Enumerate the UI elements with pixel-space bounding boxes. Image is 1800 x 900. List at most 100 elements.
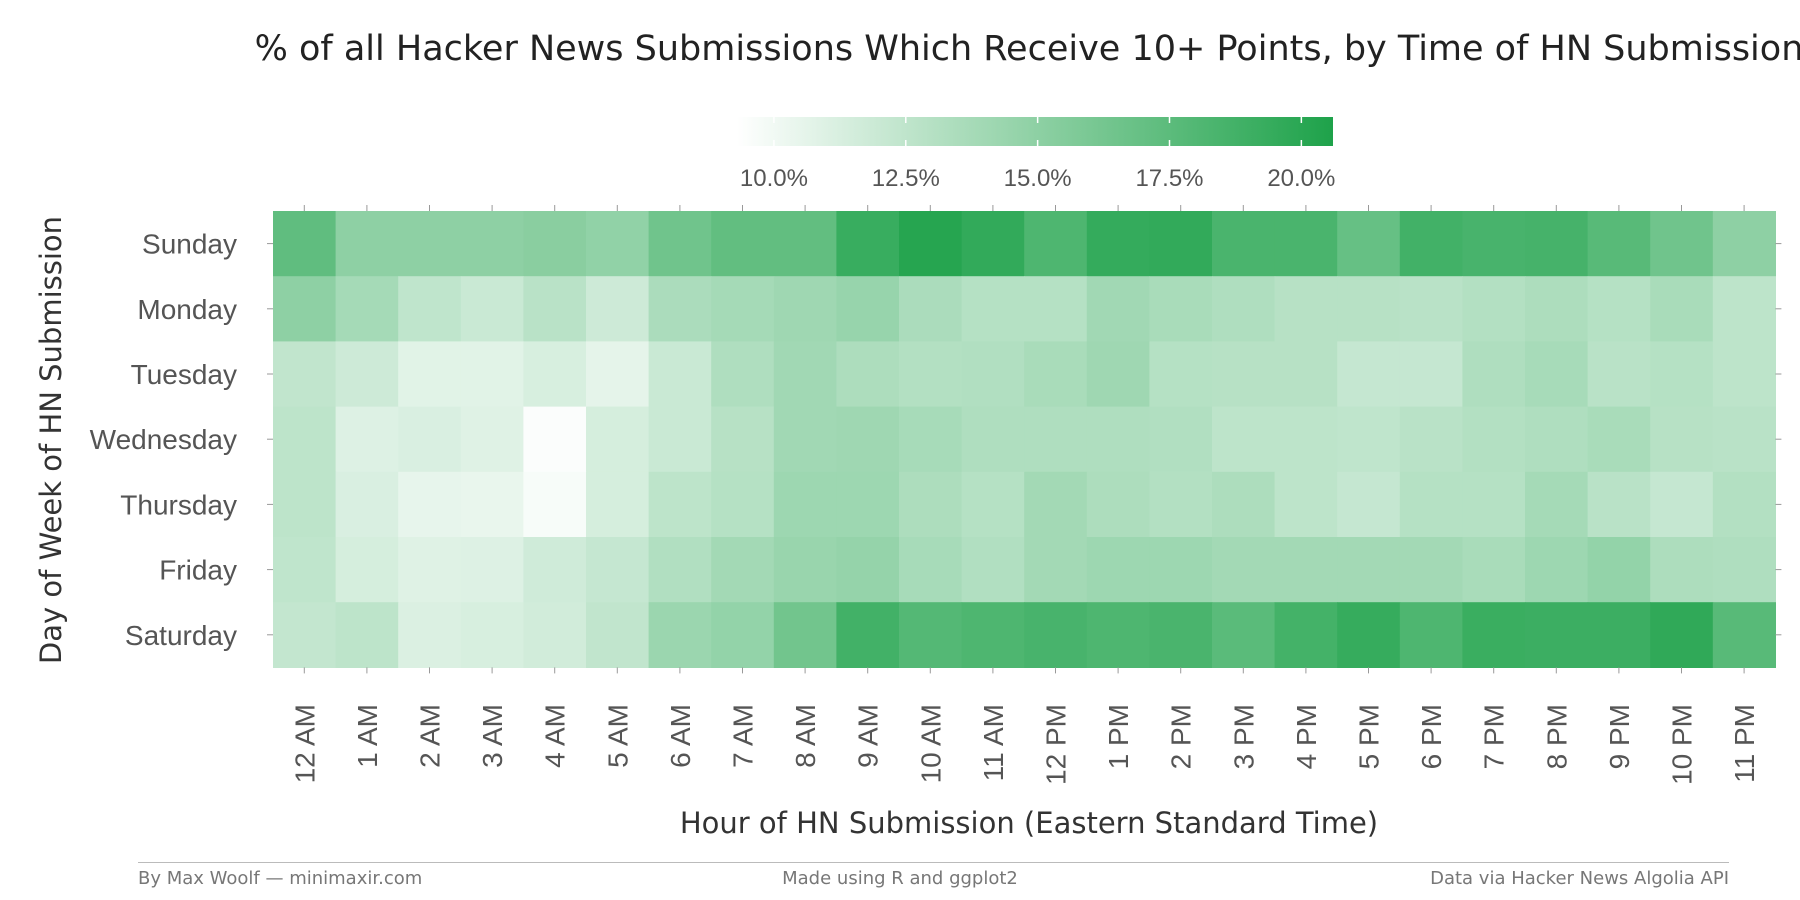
x-tick-label: 4 PM [1291, 704, 1322, 769]
heatmap-cell [711, 406, 775, 473]
y-axis-title: Day of Week of HN Submission [34, 216, 68, 664]
heatmap-cell [1712, 341, 1776, 408]
heatmap-cell [1274, 602, 1338, 668]
heatmap-cell [1462, 406, 1526, 473]
heatmap-cell [273, 406, 337, 473]
heatmap-cell [899, 276, 963, 342]
y-tick-label: Friday [159, 555, 237, 586]
x-tick-label: 2 AM [415, 704, 446, 768]
heatmap-cell [1650, 276, 1714, 342]
heatmap-cell [1462, 276, 1526, 342]
heatmap-cell [648, 341, 712, 408]
heatmap-cell [836, 471, 900, 538]
heatmap-cell [1024, 406, 1088, 473]
heatmap-cell [1462, 471, 1526, 538]
heatmap-cell [1149, 276, 1213, 342]
y-tick-label: Saturday [125, 620, 237, 651]
heatmap-cell [1274, 211, 1338, 277]
x-tick-label: 12 PM [1041, 704, 1072, 785]
heatmap-cell [1086, 211, 1150, 277]
heatmap-cell [1337, 406, 1401, 473]
x-tick-label: 2 PM [1166, 704, 1197, 769]
heatmap-cell [1462, 602, 1526, 668]
heatmap-cell [1212, 471, 1276, 538]
y-tick-label: Wednesday [90, 424, 237, 455]
heatmap-cell [711, 602, 775, 668]
heatmap-cell [335, 341, 399, 408]
heatmap-cell [648, 537, 712, 603]
heatmap-cell [1399, 341, 1463, 408]
heatmap-cell [273, 537, 337, 603]
heatmap-cell [961, 406, 1025, 473]
heatmap-cell [773, 211, 837, 277]
heatmap-cell [1525, 406, 1589, 473]
heatmap-cell [1587, 211, 1651, 277]
heatmap-cell [648, 276, 712, 342]
heatmap-cell [1024, 602, 1088, 668]
heatmap-cell [1149, 537, 1213, 603]
x-tick-label: 10 PM [1667, 704, 1698, 785]
x-tick-label: 1 AM [352, 704, 383, 768]
heatmap-cell [1149, 406, 1213, 473]
heatmap-cell [961, 211, 1025, 277]
heatmap-cell [1399, 211, 1463, 277]
x-tick-label: 4 AM [540, 704, 571, 768]
heatmap-cell [460, 406, 524, 473]
heatmap-cell [460, 471, 524, 538]
heatmap-cell [1462, 537, 1526, 603]
heatmap-cell [1024, 471, 1088, 538]
heatmap-cell [1712, 276, 1776, 342]
heatmap-cell [1650, 341, 1714, 408]
heatmap-cell [335, 537, 399, 603]
x-tick-label: 12 AM [289, 704, 320, 783]
heatmap-cell [460, 537, 524, 603]
heatmap-cell [1712, 602, 1776, 668]
heatmap-cell [586, 276, 650, 342]
heatmap-cell [523, 211, 587, 277]
heatmap-cell [899, 341, 963, 408]
heatmap-cells [273, 211, 1776, 668]
heatmap-cell [398, 471, 462, 538]
heatmap-cell [586, 211, 650, 277]
heatmap-cell [1337, 602, 1401, 668]
heatmap-cell [961, 276, 1025, 342]
legend-tick-label: 12.5% [872, 165, 940, 192]
legend-tick-label: 17.5% [1135, 165, 1203, 192]
x-tick-label: 3 PM [1228, 704, 1259, 769]
x-tick-label: 6 PM [1416, 704, 1447, 769]
heatmap-cell [773, 341, 837, 408]
heatmap-cell [899, 406, 963, 473]
x-tick-label: 9 AM [853, 704, 884, 768]
y-tick-label: Sunday [142, 229, 237, 260]
heatmap-cell [1086, 471, 1150, 538]
x-tick-label: 3 AM [477, 704, 508, 768]
heatmap-cell [523, 602, 587, 668]
heatmap-cell [1337, 211, 1401, 277]
y-axis-labels: Sunday Monday Tuesday Wednesday Thursday Frid… [90, 229, 1782, 651]
heatmap-cell [1274, 471, 1338, 538]
heatmap-cell [899, 471, 963, 538]
heatmap-cell [273, 341, 337, 408]
heatmap-cell [1462, 211, 1526, 277]
heatmap-cell [961, 602, 1025, 668]
heatmap-cell [523, 471, 587, 538]
heatmap-cell [711, 276, 775, 342]
heatmap-cell [273, 471, 337, 538]
heatmap-cell [1525, 341, 1589, 408]
heatmap-cell [1212, 602, 1276, 668]
x-tick-label: 8 PM [1541, 704, 1572, 769]
heatmap-cell [398, 537, 462, 603]
heatmap-cell [335, 406, 399, 473]
legend-tick-label: 15.0% [1004, 165, 1072, 192]
heatmap-cell [711, 537, 775, 603]
heatmap-cell [836, 537, 900, 603]
heatmap-cell [899, 602, 963, 668]
heatmap-cell [1462, 341, 1526, 408]
heatmap-cell [1024, 211, 1088, 277]
legend-colorbar [737, 117, 1333, 146]
color-legend: 10.0% 12.5% 15.0% 17.5% 20.0% [737, 117, 1335, 192]
y-tick-label: Thursday [120, 489, 237, 520]
heatmap-cell [586, 341, 650, 408]
heatmap-cell [1024, 341, 1088, 408]
heatmap-cell [1650, 471, 1714, 538]
